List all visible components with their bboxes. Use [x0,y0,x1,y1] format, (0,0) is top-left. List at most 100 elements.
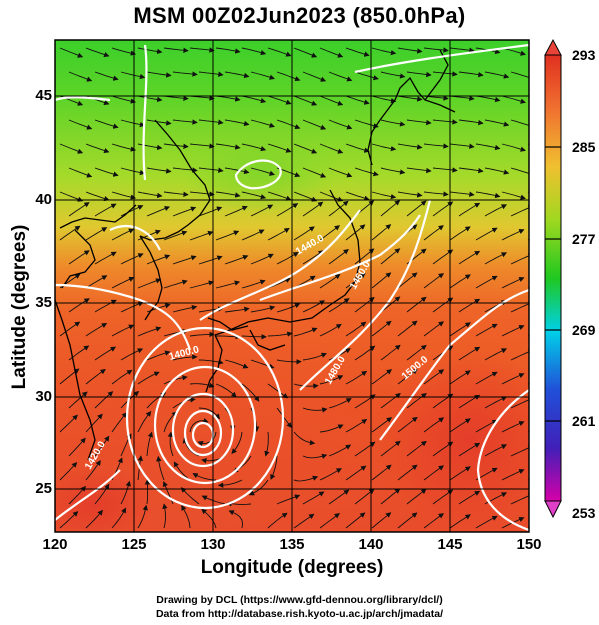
wind-streamline [328,249,349,265]
x-tick-label: 125 [121,536,147,553]
wind-streamline [137,191,163,199]
wind-streamline [501,277,525,289]
wind-streamline [224,205,248,217]
wind-streamline [406,392,427,409]
height-contours [55,43,529,532]
wind-streamline [146,119,172,126]
wind-streamline [224,119,250,127]
wind-streamline [371,224,392,241]
wind-streamline [302,407,328,413]
wind-streamline [319,375,344,385]
wind-streamline [85,227,108,241]
wind-streamline [432,119,458,125]
wind-streamline [423,465,445,481]
wind-streamline [371,512,392,529]
wind-streamline [319,143,344,154]
wind-streamline [94,391,114,409]
wind-streamline [267,383,289,399]
wind-streamline [380,248,401,265]
wind-streamline [85,322,108,337]
wind-streamline [111,369,133,385]
colorbar-tick-label: 261 [572,413,596,429]
wind-streamline [345,512,366,529]
wind-streamline [397,143,423,150]
wind-streamline [484,71,510,79]
wind-streamline [484,444,508,457]
wind-streamline [172,119,198,125]
colorbar [544,38,562,519]
x-tick-label: 150 [516,536,542,553]
wind-streamline [144,479,151,505]
wind-streamline [423,513,445,529]
wind-streamline [319,323,342,337]
wind-streamline [510,253,529,265]
wind-streamline [319,424,344,433]
wind-streamline [59,225,81,241]
wind-streamline [449,322,471,337]
wind-streamline [432,71,458,77]
wind-streamline [302,352,327,361]
y-tick-label: 25 [35,480,52,497]
wind-streamline [371,143,397,152]
wind-streamline [302,453,328,459]
wind-streamline [217,479,243,488]
wind-streamline [85,143,110,154]
wind-streamline [85,191,110,202]
x-tick-label: 140 [358,536,384,553]
wind-streamline [94,167,119,177]
wind-streamline [501,143,526,152]
wind-streamline [85,47,110,58]
wind-streamline [94,346,117,361]
wind-streamline [146,71,172,78]
wind-streamline [484,119,510,127]
wind-streamline [449,191,475,197]
x-tick-label: 145 [437,536,463,553]
wind-streamline [423,47,449,53]
wind-streamline [59,321,81,337]
wind-streamline [475,227,498,241]
wind-streamline [475,191,501,199]
wind-streamline [137,326,162,337]
wind-streamline [120,480,131,505]
wind-streamline [198,167,224,173]
wind-streamline [475,419,498,433]
wind-streamline [59,47,84,58]
wind-streamline [510,71,529,81]
wind-streamline [501,421,525,433]
wind-streamline [276,407,292,429]
wind-streamline [406,119,432,126]
wind-streamline [501,325,525,337]
colorbar-tick-label: 253 [572,505,596,521]
wind-streamline [354,167,379,177]
wind-streamline [371,191,397,200]
wind-streamline [172,304,198,313]
wind-streamline [215,383,237,398]
wind-streamline [68,298,90,313]
wind-streamline [146,254,171,265]
wind-streamline [85,509,103,529]
y-tick-label: 35 [35,294,52,311]
wind-streamline [397,47,423,54]
wind-streamline [510,167,529,177]
wind-streamline [163,411,178,433]
wind-streamline [59,511,79,529]
wind-streamline [276,303,301,313]
wind-streamline [345,370,368,385]
wind-streamline [189,230,214,241]
wind-streamline [163,279,188,289]
wind-streamline [250,167,275,176]
wind-streamline [484,167,510,175]
y-tick-label: 45 [35,87,52,104]
wind-streamline [432,249,454,265]
wind-streamline [162,503,168,529]
wind-streamline [293,226,315,241]
wind-streamline [380,488,401,505]
wind-streamline [423,143,449,149]
wind-streamline [501,469,525,481]
chart-title: MSM 00Z02Jun2023 (850.0hPa) [133,3,466,28]
wind-streamline [423,273,445,289]
wind-streamline [380,71,406,79]
wind-streamline [406,296,427,313]
wind-streamline [111,47,137,56]
wind-streamline [371,417,393,433]
